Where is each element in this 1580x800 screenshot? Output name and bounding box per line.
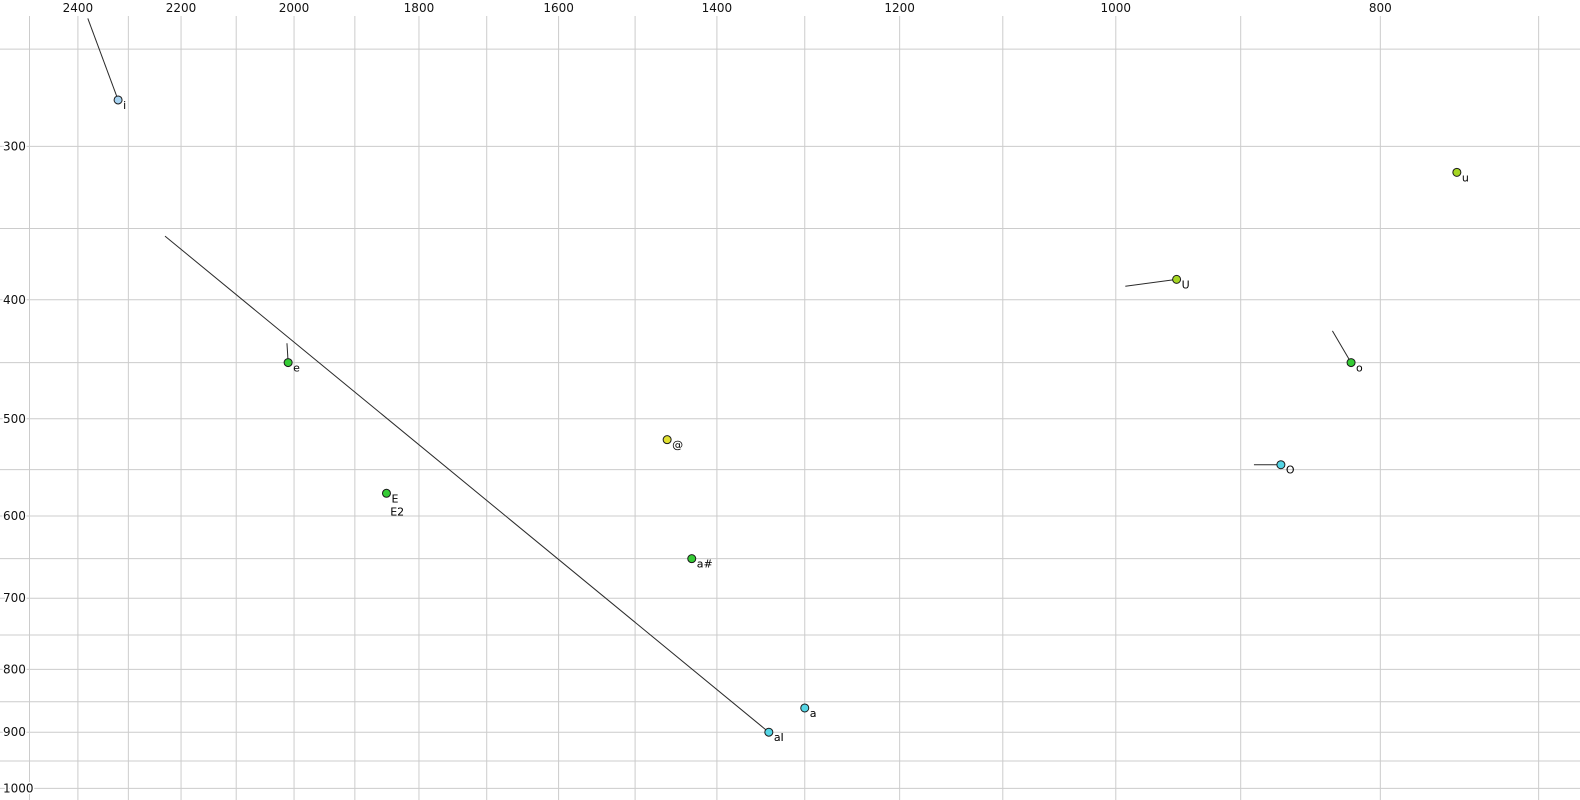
x-axis-tick-label: 2400	[63, 1, 94, 15]
vowel-point	[1452, 167, 1462, 177]
vowel-label: @	[672, 439, 683, 452]
vowel-label: a	[810, 707, 817, 720]
x-axis-tick-label: 1600	[543, 1, 574, 15]
y-axis-tick-label: 800	[3, 662, 26, 676]
vowel-label: O	[1286, 464, 1295, 477]
vowel-point	[662, 435, 672, 445]
trajectory-line	[87, 18, 119, 101]
x-axis-tick-label: 1800	[404, 1, 435, 15]
vowel-label: o	[1356, 362, 1363, 375]
y-axis-tick-label: 500	[3, 412, 26, 426]
x-axis-tick-label: 1200	[884, 1, 915, 15]
vowel-label: a#	[697, 558, 713, 571]
y-axis-tick-label: 600	[3, 509, 26, 523]
y-axis-tick-label: 300	[3, 139, 26, 153]
vowel-point	[381, 488, 391, 498]
vowel-point	[1172, 274, 1182, 284]
vowel-label: i	[123, 99, 126, 112]
x-axis-tick-label: 1400	[702, 1, 733, 15]
vowel-point	[283, 358, 293, 368]
vowel-label: aI	[774, 731, 784, 744]
x-axis-tick-label: 2200	[166, 1, 197, 15]
y-axis-tick-label: 1000	[3, 781, 34, 795]
vowel-label: U	[1182, 278, 1190, 291]
x-axis-tick-label: 2000	[279, 1, 310, 15]
vowel-point	[113, 95, 123, 105]
x-axis-tick-label: 1000	[1101, 1, 1132, 15]
vowel-label: E	[391, 492, 398, 505]
vowel-point	[1276, 460, 1286, 470]
vowel-point	[687, 554, 697, 564]
y-axis-tick-label: 700	[3, 591, 26, 605]
x-axis-tick-label: 800	[1369, 1, 1392, 15]
trajectory-line	[164, 235, 770, 733]
vowel-point	[800, 703, 810, 713]
vowel-label: e	[293, 362, 300, 375]
y-axis-tick-label: 900	[3, 725, 26, 739]
y-axis-tick-label: 400	[3, 293, 26, 307]
trajectory-line	[1125, 278, 1177, 287]
vowel-point	[1346, 358, 1356, 368]
trajectory-line	[1331, 330, 1352, 363]
vowel-point	[764, 727, 774, 737]
vowel-label: E2	[390, 506, 404, 519]
vowel-label: u	[1462, 171, 1469, 184]
